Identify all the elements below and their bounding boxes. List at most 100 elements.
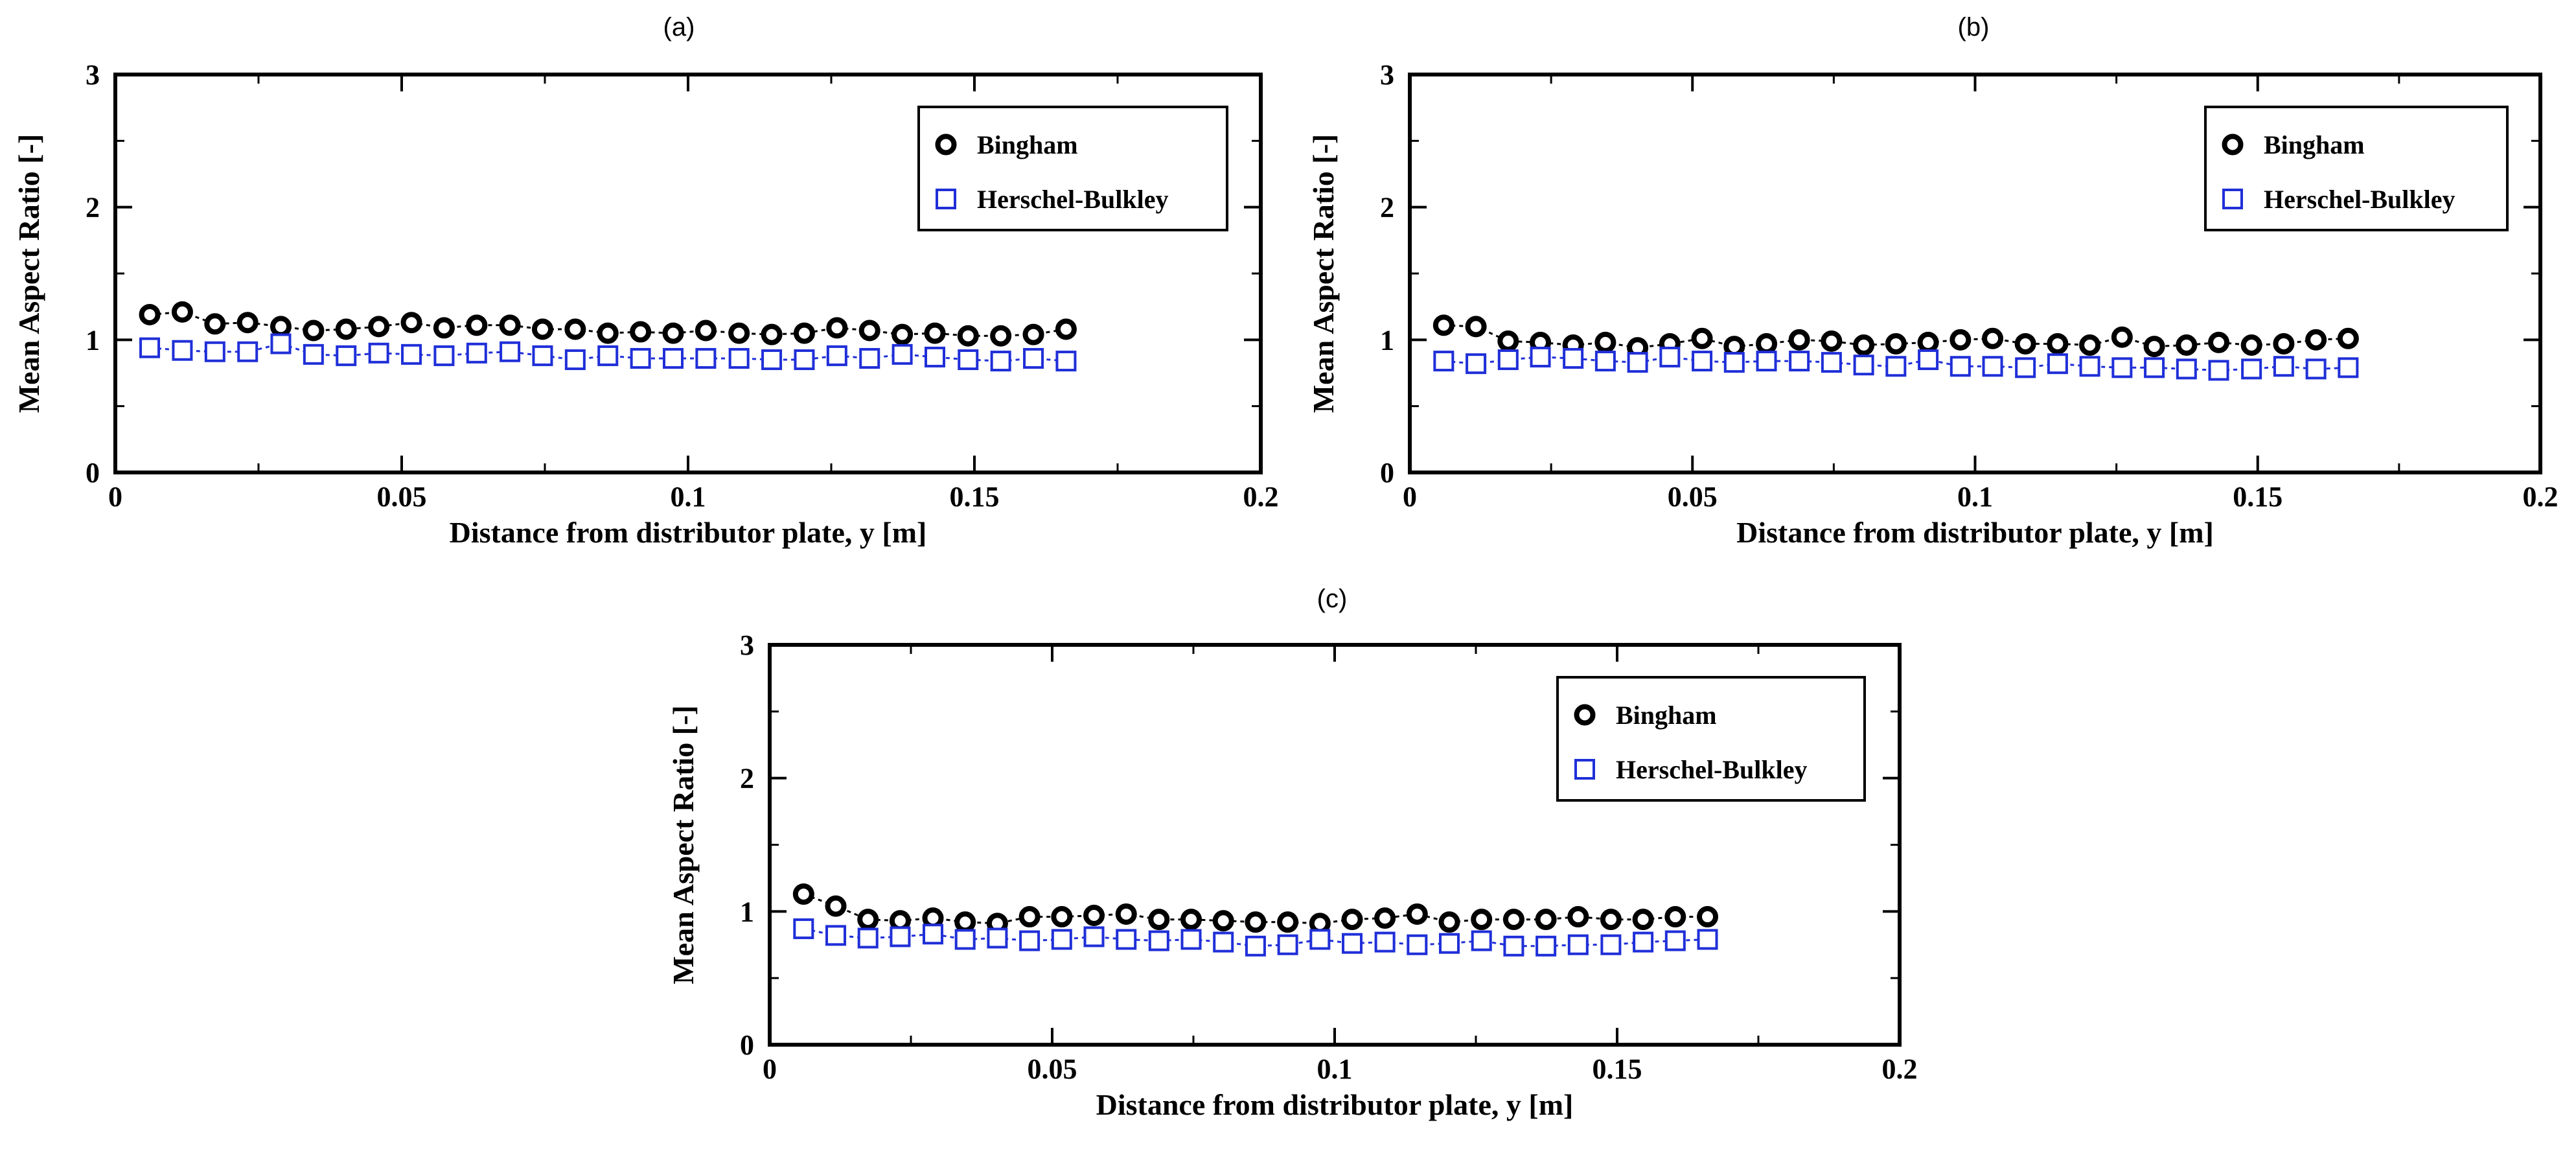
y-tick-label: 0	[86, 457, 100, 489]
data-point	[1309, 929, 1331, 950]
data-point	[597, 322, 619, 344]
data-point	[825, 925, 847, 946]
data-point	[368, 342, 389, 364]
data-point	[1180, 909, 1202, 931]
data-point	[368, 316, 390, 338]
data-point	[923, 924, 944, 945]
data-point	[466, 342, 487, 364]
data-point	[1342, 933, 1363, 954]
data-point	[859, 347, 880, 369]
y-axis-label: Mean Aspect Ratio [-]	[12, 134, 45, 413]
y-tick-label: 0	[740, 1029, 754, 1061]
data-point	[2241, 358, 2262, 380]
data-point	[531, 318, 553, 340]
data-point	[335, 318, 357, 340]
series-herschel-bulkley	[793, 918, 1718, 957]
data-point	[1535, 935, 1557, 957]
data-point	[1627, 352, 1648, 373]
data-point	[728, 322, 750, 344]
x-axis-label: Distance from distributor plate, y [m]	[1096, 1088, 1574, 1121]
y-axis: 0 1 2 3	[740, 629, 1900, 1061]
data-point	[1471, 930, 1492, 951]
x-axis-label: Distance from distributor plate, y [m]	[1736, 516, 2214, 549]
x-tick-label: 0.2	[1882, 1053, 1918, 1085]
data-point	[1535, 909, 1557, 931]
legend-marker	[1574, 759, 1595, 780]
data-point	[2240, 334, 2262, 356]
data-point	[1466, 353, 1487, 375]
data-point	[1051, 929, 1072, 950]
chart-panel-1: (a) 0 0.05 0.1 0.15 0.2 0 1 2 3 Distance from dist…	[12, 13, 1279, 549]
x-axis-label: Distance from distributor plate, y [m]	[450, 516, 927, 549]
data-point	[564, 349, 586, 371]
data-point	[2176, 334, 2198, 356]
data-point	[1691, 327, 1713, 349]
x-tick-label: 0	[763, 1053, 777, 1085]
data-point	[139, 303, 161, 325]
y-tick-label: 1	[1380, 324, 1394, 356]
data-point	[1432, 314, 1455, 336]
data-point	[237, 341, 259, 362]
x-tick-label: 0.05	[1028, 1053, 1077, 1085]
data-point	[2208, 331, 2230, 353]
data-point	[1433, 351, 1455, 372]
data-point	[401, 343, 422, 365]
data-point	[1853, 334, 1875, 356]
y-tick-label: 0	[1380, 457, 1394, 489]
data-point	[662, 322, 684, 344]
data-point	[1982, 356, 2003, 377]
data-point	[2337, 327, 2359, 349]
data-point	[1594, 351, 1616, 372]
data-point	[2079, 356, 2100, 377]
data-point	[171, 301, 193, 323]
data-point	[1982, 327, 2004, 349]
legend-marker	[936, 189, 956, 209]
x-tick-label: 0.15	[1593, 1053, 1642, 1085]
legend-box	[2204, 106, 2509, 231]
data-point	[2208, 360, 2229, 381]
series-bingham	[139, 301, 1077, 347]
data-point	[954, 929, 976, 950]
legend-label: Herschel-Bulkley	[2264, 185, 2455, 214]
data-point	[1213, 931, 1234, 953]
data-point	[728, 347, 750, 369]
data-point	[1563, 347, 1584, 369]
y-tick-label: 1	[86, 324, 100, 356]
x-tick-label: 0.05	[1668, 481, 1718, 513]
data-point	[597, 345, 619, 366]
data-point	[303, 320, 325, 342]
legend-label: Bingham	[977, 130, 1078, 159]
data-point	[1600, 909, 1622, 931]
data-point	[2305, 358, 2327, 380]
x-tick-label: 0.15	[950, 481, 1000, 513]
data-point	[1697, 906, 1719, 928]
data-point	[2111, 357, 2133, 378]
data-point	[270, 316, 292, 338]
data-point	[1471, 909, 1493, 931]
data-point	[400, 312, 422, 334]
data-point	[630, 347, 651, 369]
data-point	[1019, 930, 1041, 951]
x-tick-label: 0.1	[1957, 481, 1993, 513]
y-axis-label: Mean Aspect Ratio [-]	[667, 705, 700, 984]
data-point	[1756, 332, 1778, 355]
data-point	[2273, 332, 2295, 355]
data-point	[1018, 906, 1041, 928]
panel-label: (a)	[663, 13, 695, 41]
data-point	[1115, 903, 1137, 925]
x-tick-label: 0.1	[1317, 1053, 1353, 1085]
data-point	[204, 341, 225, 362]
data-point	[793, 322, 815, 344]
data-point	[1632, 909, 1654, 931]
data-point	[825, 895, 847, 917]
series-herschel-bulkley	[139, 333, 1077, 372]
x-tick-label: 0.15	[2233, 481, 2283, 513]
data-point	[2305, 329, 2327, 351]
data-point	[303, 343, 324, 365]
data-point	[630, 321, 652, 343]
data-point	[1949, 329, 1972, 351]
data-point	[794, 349, 815, 371]
series-line	[1443, 324, 2349, 349]
data-point	[761, 323, 783, 345]
legend-marker	[2222, 134, 2244, 156]
